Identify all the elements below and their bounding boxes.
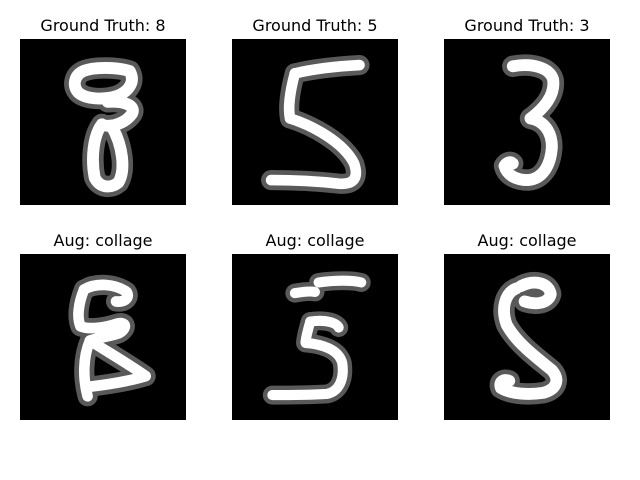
- panel-title: Aug: collage: [53, 231, 153, 250]
- digit-8-image: [20, 39, 186, 205]
- panel-title: Ground Truth: 5: [252, 16, 378, 35]
- digit-5-image: [232, 39, 398, 205]
- panel-title: Ground Truth: 8: [40, 16, 166, 35]
- panel-title: Aug: collage: [265, 231, 365, 250]
- collage-3-image: [444, 254, 610, 420]
- panel-title: Ground Truth: 3: [464, 16, 590, 35]
- collage-8-image: [20, 254, 186, 420]
- collage-5-image: [232, 254, 398, 420]
- digit-3-image: [444, 39, 610, 205]
- panel-title: Aug: collage: [477, 231, 577, 250]
